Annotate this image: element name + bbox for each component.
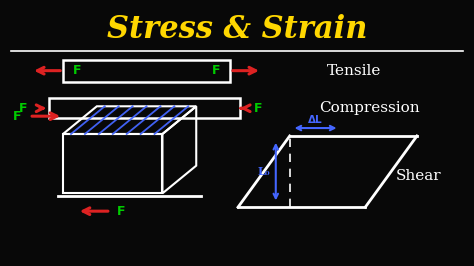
Text: ΔL: ΔL: [308, 115, 323, 125]
Text: F: F: [254, 102, 262, 115]
Text: F: F: [73, 64, 81, 77]
Text: F: F: [13, 110, 21, 123]
Text: L₀: L₀: [257, 166, 270, 177]
Text: Tensile: Tensile: [327, 64, 382, 78]
Text: Stress & Strain: Stress & Strain: [107, 14, 367, 45]
Text: F: F: [19, 102, 27, 115]
Text: Compression: Compression: [319, 101, 419, 115]
Text: F: F: [212, 64, 220, 77]
Text: Shear: Shear: [396, 169, 442, 182]
Text: F: F: [117, 205, 125, 218]
